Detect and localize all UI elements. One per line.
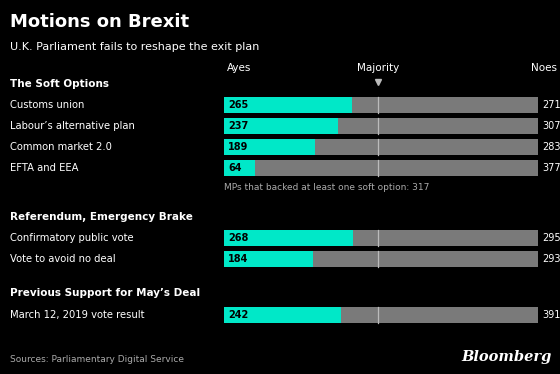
Text: 265: 265 — [228, 100, 248, 110]
Text: 64: 64 — [228, 163, 241, 173]
Bar — [224, 230, 353, 246]
Text: Common market 2.0: Common market 2.0 — [10, 142, 112, 152]
Bar — [352, 97, 538, 113]
Text: Motions on Brexit: Motions on Brexit — [10, 13, 189, 31]
Bar — [255, 160, 538, 176]
Bar — [353, 230, 538, 246]
Text: Sources: Parliamentary Digital Service: Sources: Parliamentary Digital Service — [10, 355, 184, 364]
Text: 189: 189 — [228, 142, 248, 152]
Text: The Soft Options: The Soft Options — [10, 79, 109, 89]
Bar — [224, 251, 313, 267]
Text: 271: 271 — [542, 100, 560, 110]
Text: 242: 242 — [228, 310, 248, 320]
Text: EFTA and EEA: EFTA and EEA — [10, 163, 78, 173]
Bar — [315, 139, 538, 155]
Text: 295: 295 — [542, 233, 560, 243]
Bar — [340, 307, 538, 323]
Text: 184: 184 — [228, 254, 248, 264]
Text: Confirmatory public vote: Confirmatory public vote — [10, 233, 134, 243]
Bar — [224, 97, 352, 113]
Text: Referendum, Emergency Brake: Referendum, Emergency Brake — [10, 212, 193, 222]
Text: March 12, 2019 vote result: March 12, 2019 vote result — [10, 310, 144, 320]
Text: 237: 237 — [228, 121, 248, 131]
Bar — [224, 139, 315, 155]
Text: 283: 283 — [542, 142, 560, 152]
Bar — [313, 251, 538, 267]
Text: Previous Support for May’s Deal: Previous Support for May’s Deal — [10, 288, 200, 298]
Text: Labour’s alternative plan: Labour’s alternative plan — [10, 121, 135, 131]
Text: Noes: Noes — [531, 63, 557, 73]
Text: Ayes: Ayes — [227, 63, 251, 73]
Text: Majority: Majority — [357, 63, 399, 73]
Text: 293: 293 — [542, 254, 560, 264]
Text: U.K. Parliament fails to reshape the exit plan: U.K. Parliament fails to reshape the exi… — [10, 42, 259, 52]
Text: Customs union: Customs union — [10, 100, 85, 110]
Bar — [224, 118, 338, 134]
Bar — [224, 307, 340, 323]
Bar — [338, 118, 538, 134]
Text: MPs that backed at least one soft option: 317: MPs that backed at least one soft option… — [224, 183, 430, 192]
Text: 307: 307 — [542, 121, 560, 131]
Bar — [224, 160, 255, 176]
Text: Bloomberg: Bloomberg — [461, 350, 552, 364]
Text: 391: 391 — [542, 310, 560, 320]
Text: Vote to avoid no deal: Vote to avoid no deal — [10, 254, 116, 264]
Text: 268: 268 — [228, 233, 248, 243]
Text: 377: 377 — [542, 163, 560, 173]
